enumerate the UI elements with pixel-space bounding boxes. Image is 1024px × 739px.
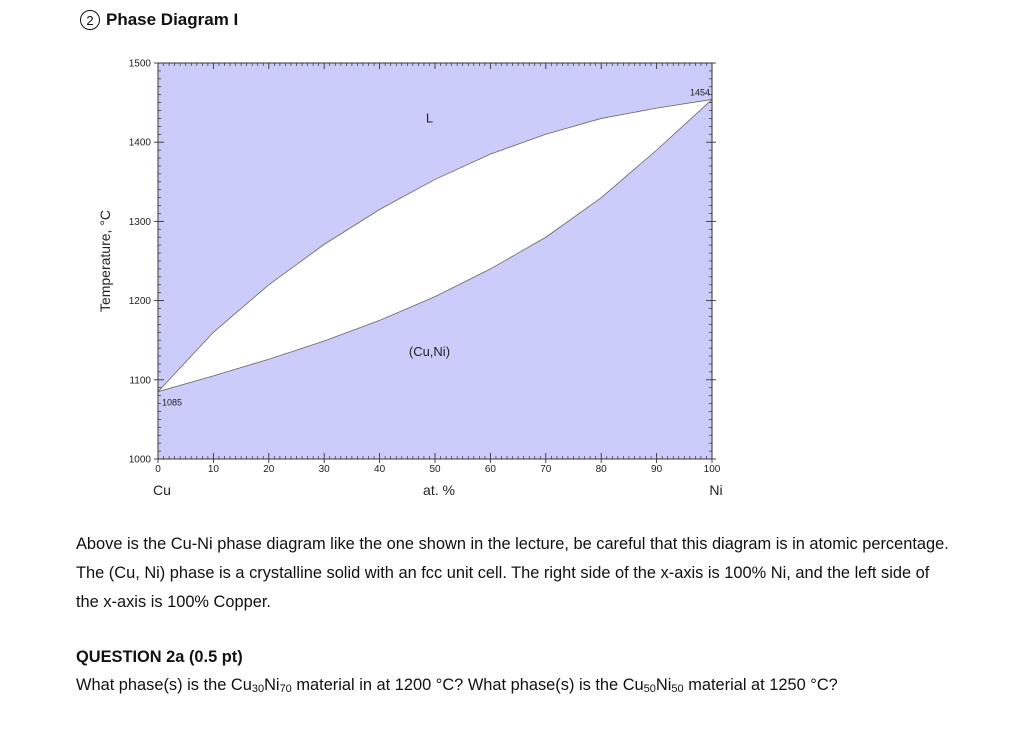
x-tick-label: 50 xyxy=(429,464,441,475)
solidus-line xyxy=(157,99,713,393)
y-tick-label: 1100 xyxy=(129,375,151,386)
section-number-badge: 2 xyxy=(80,10,100,30)
question-text-part: What phase(s) is the Cu xyxy=(76,676,252,694)
y-axis-label: Temperature, °C xyxy=(97,210,113,312)
point-label-cu-melting: 1085 xyxy=(162,398,182,408)
y-tick-label: 1000 xyxy=(129,455,152,466)
phase-diagram-chart: 0 10 20 30 40 50 60 70 80 90 100 1000 1100 1200 1300 14… xyxy=(97,59,723,499)
x-tick-label: 90 xyxy=(651,464,663,475)
question-title: QUESTION 2a (0.5 pt) xyxy=(76,648,243,666)
point-label-ni-melting: 1454 xyxy=(690,87,710,97)
question-text-part: Ni xyxy=(264,676,280,694)
question-text-part: material in at 1200 °C? What phase(s) is… xyxy=(291,676,644,694)
y-tick-label: 1500 xyxy=(129,59,152,70)
x-axis-label: at. % xyxy=(423,482,455,498)
y-tick-label: 1200 xyxy=(129,296,152,307)
region-label: (Cu,Ni) xyxy=(409,344,450,359)
x-tick-label: 70 xyxy=(540,464,552,475)
description-paragraph: Above is the Cu-Ni phase diagram like th… xyxy=(76,535,949,611)
x-end-label-left: Cu xyxy=(153,482,171,498)
question-text: What phase(s) is the Cu30Ni70 material i… xyxy=(76,676,838,695)
x-tick-label: 30 xyxy=(319,464,331,475)
region-label: L xyxy=(426,110,433,125)
question-subscript: 50 xyxy=(643,683,656,695)
question-text-part: Ni xyxy=(655,676,672,694)
question-subscript: 70 xyxy=(279,683,292,695)
x-tick-label: 80 xyxy=(596,464,608,475)
x-tick-label: 40 xyxy=(374,464,386,475)
question-subscript: 30 xyxy=(251,683,265,695)
y-tick-label: 1300 xyxy=(129,217,152,228)
section-title: Phase Diagram I xyxy=(106,10,239,29)
x-tick-label: 100 xyxy=(704,464,721,475)
x-tick-label: 10 xyxy=(208,464,220,475)
x-tick-label: 20 xyxy=(263,464,275,475)
x-tick-label: 0 xyxy=(155,464,161,475)
x-end-label-right: Ni xyxy=(709,482,722,498)
x-tick-label: 60 xyxy=(485,464,497,475)
two-phase-region xyxy=(158,99,712,392)
liquidus-line xyxy=(157,99,713,392)
section-header: 2 Phase Diagram I xyxy=(80,10,238,30)
y-tick-label: 1400 xyxy=(129,138,152,149)
question-subscript: 50 xyxy=(671,683,684,695)
question-text-part: material at 1250 °C? xyxy=(683,676,838,694)
